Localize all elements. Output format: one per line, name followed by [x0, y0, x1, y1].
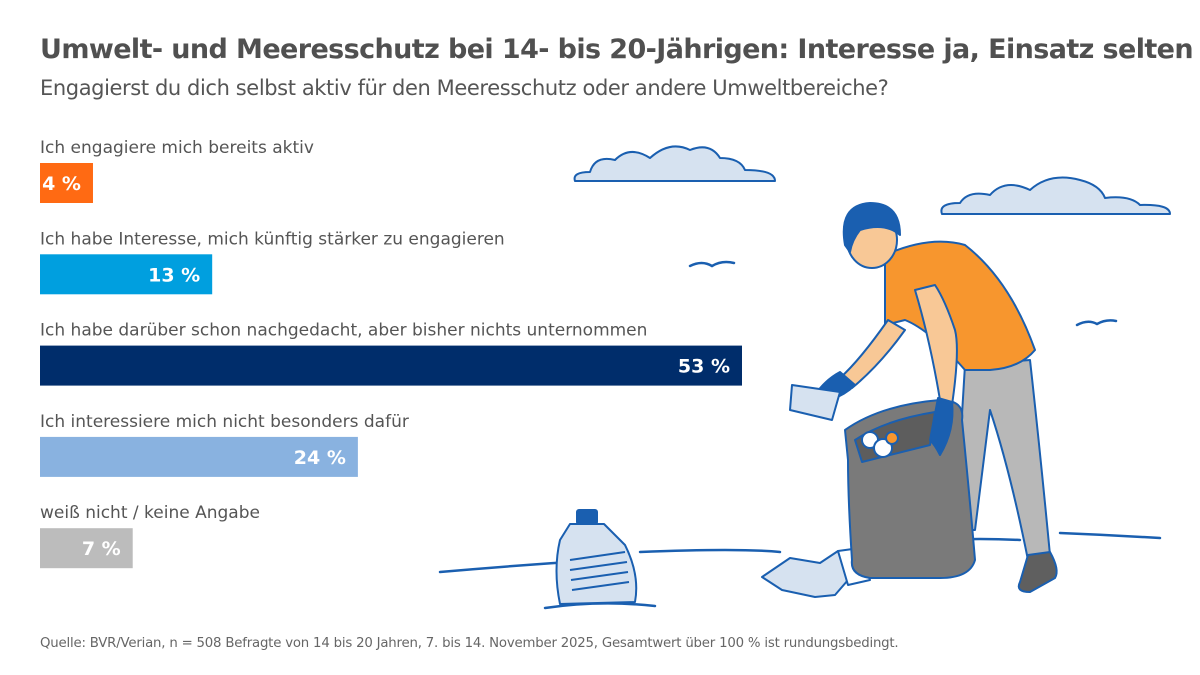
value-label: 13 %: [148, 264, 200, 286]
category-label: Ich habe Interesse, mich künftig stärker…: [40, 229, 505, 249]
category-label: Ich interessiere mich nicht besonders da…: [40, 412, 409, 432]
value-label: 4 %: [42, 173, 81, 195]
bar: [40, 528, 133, 569]
source-note: Quelle: BVR/Verian, n = 508 Befragte von…: [40, 636, 899, 651]
chart-title: Umwelt- und Meeresschutz bei 14- bis 20-…: [40, 34, 1194, 65]
chart-subtitle: Engagierst du dich selbst aktiv für den …: [40, 76, 889, 100]
bar: [40, 345, 742, 386]
bird-icon: [1075, 319, 1118, 327]
category-label: weiß nicht / keine Angabe: [40, 503, 260, 523]
bar: [40, 163, 93, 203]
bar: [40, 436, 358, 477]
ground-line: [438, 531, 1162, 610]
bird-icon: [688, 260, 736, 268]
category-label: Ich habe darüber schon nachgedacht, aber…: [40, 321, 647, 341]
value-label: 53 %: [678, 356, 730, 378]
category-label: Ich engagiere mich bereits aktiv: [40, 138, 314, 158]
bar: [40, 254, 213, 295]
cloud-icon: [573, 145, 776, 182]
value-label: 7 %: [82, 538, 121, 560]
bottle-icon: [555, 509, 638, 605]
value-label: 24 %: [294, 447, 346, 469]
cloud-icon: [940, 176, 1171, 215]
